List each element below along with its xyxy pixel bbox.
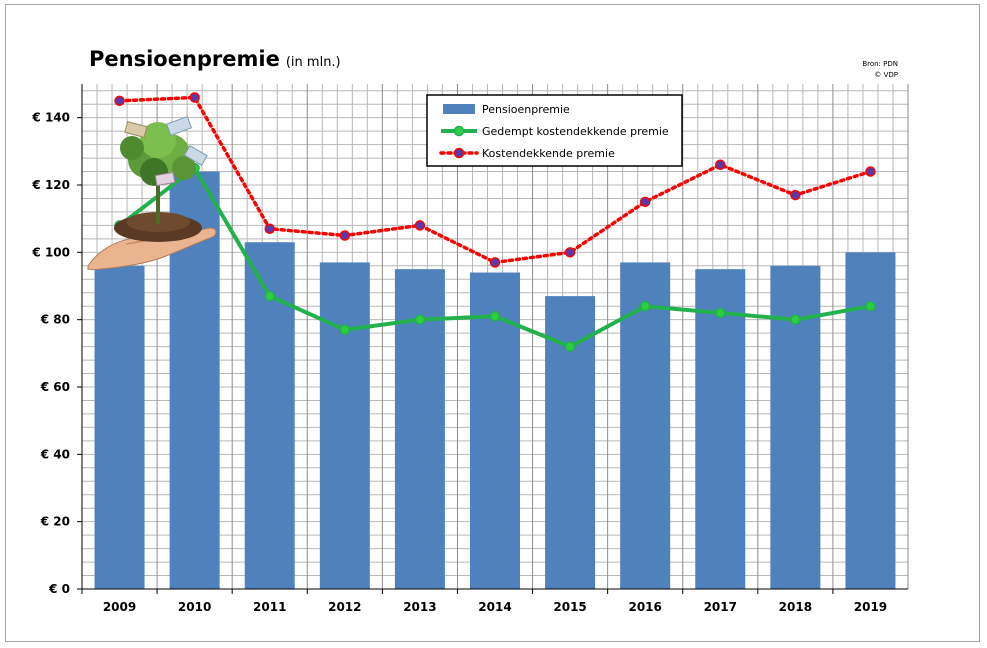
y-tick-label: € 140 [31, 111, 70, 125]
y-tick-label: € 40 [40, 447, 70, 461]
y-tick-label: € 0 [48, 582, 70, 596]
x-tick-label: 2014 [478, 600, 511, 614]
x-tick-label: 2016 [628, 600, 661, 614]
y-tick-label: € 80 [40, 313, 70, 327]
legend-label: Kostendekkende premie [482, 147, 615, 160]
x-tick-label: 2013 [403, 600, 436, 614]
legend-marker-kostendekkende [453, 147, 465, 159]
point-kostendekkende-2014 [489, 257, 501, 268]
source-credit: Bron: PDN [862, 60, 898, 68]
legend-swatch-pensioenpremie [443, 104, 475, 114]
bar-2009 [94, 265, 145, 589]
point-kostendekkende-2018 [790, 189, 801, 201]
point-kostendekkende-2010 [189, 92, 200, 103]
point-kostendekkende-2015 [564, 247, 576, 258]
chart-title: Pensioenpremie [89, 47, 280, 71]
plant-in-hand-illustration [87, 115, 217, 270]
x-tick-label: 2010 [178, 600, 211, 614]
x-tick-label: 2017 [704, 600, 737, 614]
point-kostendekkende-2009 [114, 95, 125, 107]
axes: € 0 € 20 € 40 € 60 € 80 € 100 € 120 € 140 2009 20… [31, 84, 908, 614]
y-tick-label: € 60 [40, 380, 70, 394]
point-gedempt-2016 [639, 300, 651, 312]
legend-marker-gedempt [453, 125, 465, 137]
legend: Pensioenpremie Gedempt kostendekkende pre… [426, 94, 683, 167]
point-gedempt-2019 [865, 300, 876, 312]
point-kostendekkende-2016 [639, 196, 651, 208]
point-gedempt-2015 [564, 341, 576, 352]
point-kostendekkende-2013 [414, 220, 426, 231]
bar-2012 [319, 262, 370, 589]
point-kostendekkende-2017 [715, 159, 726, 171]
legend-label: Pensioenpremie [482, 103, 570, 116]
point-kostendekkende-2019 [865, 166, 876, 177]
chart-subtitle: (in mln.) [285, 55, 341, 70]
x-tick-label: 2015 [553, 600, 586, 614]
y-tick-label: € 20 [40, 515, 70, 529]
point-gedempt-2013 [414, 314, 426, 325]
title-block: Pensioenpremie (in mln.) [89, 47, 341, 71]
point-gedempt-2018 [790, 314, 801, 325]
x-tick-label: 2009 [103, 600, 136, 614]
x-tick-label: 2012 [328, 600, 361, 614]
x-tick-label: 2018 [779, 600, 812, 614]
x-tick-label: 2011 [253, 600, 286, 614]
bar-2017 [695, 269, 746, 589]
x-tick-label: 2019 [854, 600, 887, 614]
bar-2018 [770, 265, 821, 589]
y-tick-label: € 120 [31, 178, 70, 192]
bar-2014 [470, 272, 520, 589]
copyright-credit: © VDP [874, 71, 898, 79]
point-kostendekkende-2011 [264, 223, 275, 235]
point-gedempt-2014 [489, 311, 501, 322]
point-gedempt-2011 [264, 290, 275, 302]
y-tick-label: € 100 [31, 245, 70, 259]
point-gedempt-2012 [339, 324, 351, 336]
point-kostendekkende-2012 [339, 230, 351, 241]
point-gedempt-2017 [715, 307, 726, 319]
legend-label: Gedempt kostendekkende premie [482, 125, 669, 138]
